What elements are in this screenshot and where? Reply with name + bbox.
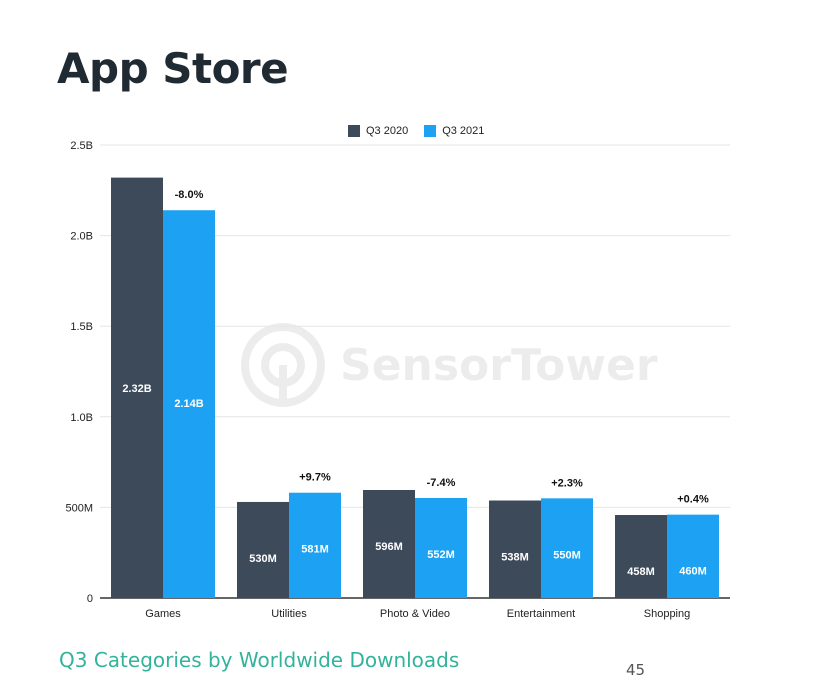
bar-value-label-q3-2020: 458M bbox=[627, 566, 655, 578]
x-category-label: Photo & Video bbox=[380, 608, 450, 620]
change-label: -7.4% bbox=[427, 477, 456, 489]
bar-q3-2020 bbox=[489, 500, 541, 598]
change-label: +9.7% bbox=[299, 472, 331, 484]
bar-value-label-q3-2021: 552M bbox=[427, 549, 455, 561]
bar-q3-2021 bbox=[541, 498, 593, 598]
legend-label-q3-2020: Q3 2020 bbox=[366, 125, 409, 137]
bar-q3-2020 bbox=[111, 177, 163, 598]
bar-q3-2020 bbox=[363, 490, 415, 598]
bar-value-label-q3-2020: 538M bbox=[501, 552, 529, 564]
bar-value-label-q3-2020: 2.32B bbox=[122, 383, 151, 395]
legend-swatch-q3-2021 bbox=[424, 125, 437, 137]
x-category-label: Entertainment bbox=[507, 608, 575, 620]
bar-q3-2021 bbox=[289, 492, 341, 598]
bar-value-label-q3-2021: 581M bbox=[301, 544, 329, 556]
legend-item-q3-2021: Q3 2021 bbox=[424, 125, 484, 137]
bar-value-label-q3-2021: 2.14B bbox=[174, 398, 203, 410]
bar-value-label-q3-2020: 596M bbox=[375, 541, 403, 553]
y-tick-label: 2.5B bbox=[70, 140, 93, 152]
y-tick-label: 2.0B bbox=[70, 231, 93, 243]
y-tick-label: 0 bbox=[87, 593, 93, 605]
page-number: 45 bbox=[626, 661, 646, 679]
x-category-label: Utilities bbox=[271, 608, 307, 620]
chart-subtitle: Q3 Categories by Worldwide Downloads bbox=[59, 648, 460, 672]
bar-q3-2020 bbox=[615, 515, 667, 598]
page-title: App Store bbox=[57, 44, 289, 93]
change-label: +2.3% bbox=[551, 477, 583, 489]
bar-layer bbox=[111, 177, 719, 598]
bar-value-label-q3-2021: 460M bbox=[679, 566, 707, 578]
legend-swatch-q3-2020 bbox=[348, 125, 360, 137]
label-layer: 0 500M 1.0B 1.5B 2.0B 2.5B 2.32B 2.14B -8.0% Game… bbox=[65, 140, 708, 620]
y-tick-label: 1.5B bbox=[70, 321, 93, 333]
legend-label-q3-2021: Q3 2021 bbox=[442, 125, 485, 137]
bar-value-label-q3-2020: 530M bbox=[249, 553, 277, 565]
bar-q3-2021 bbox=[667, 514, 719, 598]
bar-q3-2021 bbox=[415, 497, 467, 598]
change-label: +0.4% bbox=[677, 494, 709, 506]
y-tick-label: 500M bbox=[65, 502, 93, 514]
bar-value-label-q3-2021: 550M bbox=[553, 549, 581, 561]
change-label: -8.0% bbox=[175, 189, 204, 201]
x-category-label: Shopping bbox=[644, 608, 691, 620]
legend-item-q3-2020: Q3 2020 bbox=[348, 125, 408, 137]
bar-q3-2020 bbox=[237, 501, 289, 598]
chart-legend: Q3 2020 Q3 2021 bbox=[348, 125, 484, 137]
bar-q3-2021 bbox=[163, 210, 215, 598]
y-tick-label: 1.0B bbox=[70, 412, 93, 424]
x-category-label: Games bbox=[145, 608, 181, 620]
